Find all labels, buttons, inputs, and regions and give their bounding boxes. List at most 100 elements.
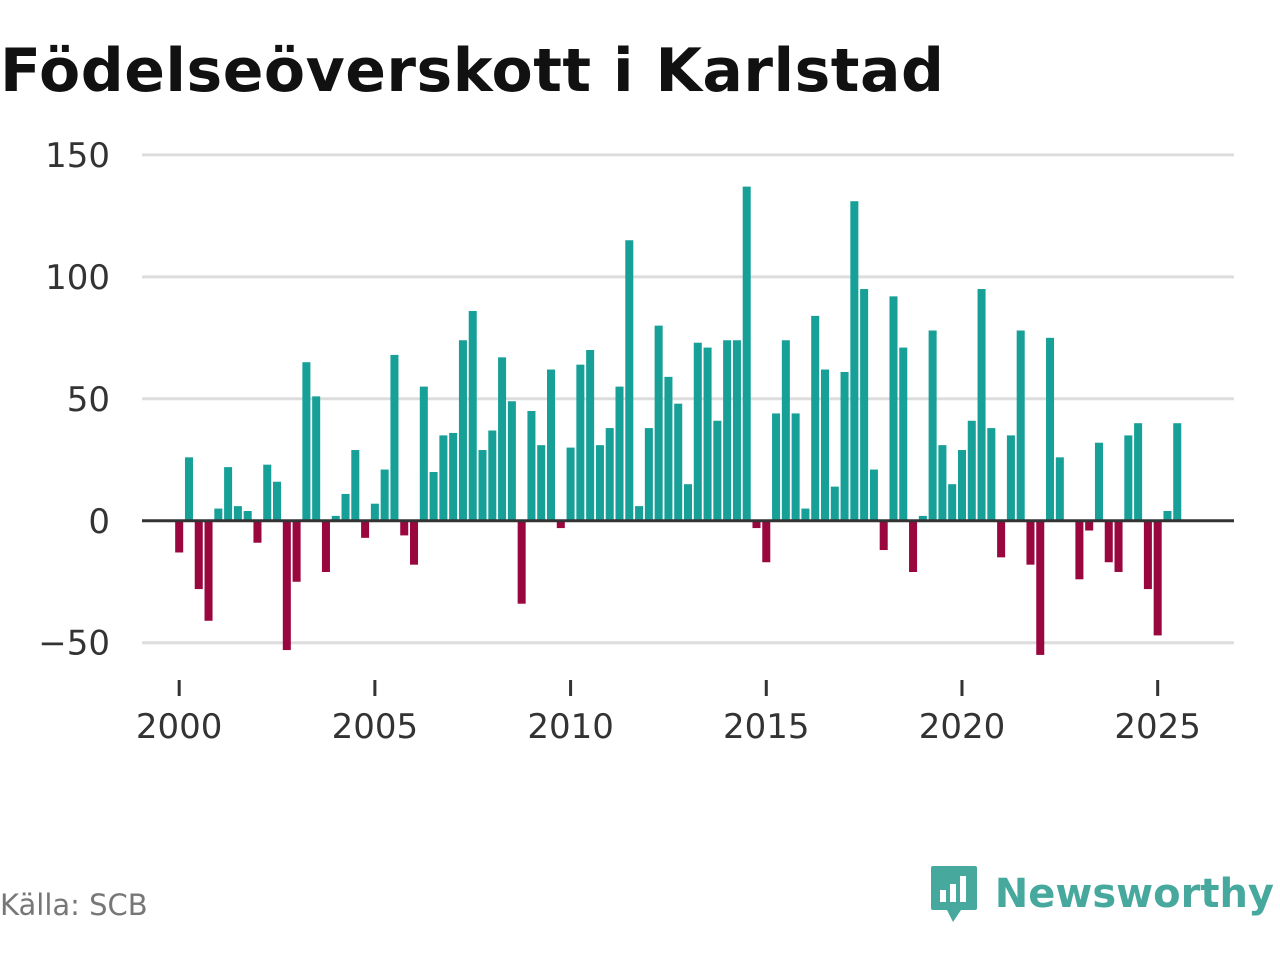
bar <box>762 520 771 563</box>
bar <box>840 371 849 521</box>
bar <box>527 411 536 521</box>
bar <box>1124 435 1133 521</box>
bar <box>556 520 565 529</box>
bar <box>449 432 458 521</box>
bar <box>253 520 262 543</box>
bar <box>879 520 888 551</box>
bar <box>1114 520 1123 572</box>
gridlines <box>142 153 1234 645</box>
bar <box>243 511 252 521</box>
bar <box>214 508 223 521</box>
y-tick-label: 50 <box>67 380 110 420</box>
bar <box>1036 520 1045 655</box>
bar <box>693 342 702 521</box>
bar <box>625 240 634 521</box>
bar <box>1094 442 1103 521</box>
bar <box>458 340 467 521</box>
bar <box>899 347 908 521</box>
bar <box>507 401 516 521</box>
bar <box>1046 337 1055 521</box>
bar <box>1085 520 1094 531</box>
bar <box>400 520 409 536</box>
bar <box>635 506 644 521</box>
x-tick-label: 2015 <box>723 707 810 747</box>
bar <box>282 520 291 651</box>
brand-logo: Newsworthy <box>929 864 1274 924</box>
bar <box>683 484 693 521</box>
bar <box>488 430 497 521</box>
y-tick-label: 0 <box>88 502 110 542</box>
bar <box>1153 520 1162 636</box>
bar <box>674 403 683 521</box>
bar <box>517 520 526 604</box>
bar <box>723 340 732 521</box>
x-tick-label: 2020 <box>919 707 1006 747</box>
bar <box>292 520 301 582</box>
bar <box>654 325 663 521</box>
source-note: Källa: SCB <box>0 888 148 922</box>
bar <box>1016 330 1025 521</box>
bar <box>997 520 1006 558</box>
bar <box>321 520 330 572</box>
bar <box>703 347 712 521</box>
bar <box>1006 435 1015 521</box>
bar <box>184 457 193 521</box>
bar <box>869 469 878 521</box>
bar <box>312 396 321 521</box>
bar <box>331 515 340 521</box>
bar <box>204 520 213 621</box>
bar <box>801 508 810 521</box>
bars <box>175 186 1182 655</box>
bar <box>732 340 741 521</box>
x-tick-label: 2010 <box>527 707 614 747</box>
bar <box>233 506 242 521</box>
bar <box>390 354 399 521</box>
bar <box>429 471 438 521</box>
bar <box>967 420 976 521</box>
bar <box>1143 520 1152 590</box>
axes: −50 0 50 100 150 2000 2005 2010 2015 2020 2025 <box>38 136 1234 747</box>
bar <box>194 520 203 590</box>
bar <box>537 445 546 521</box>
bar <box>957 450 966 521</box>
bar <box>361 520 370 538</box>
bar <box>1075 520 1084 580</box>
bar <box>566 447 575 521</box>
x-tick-label: 2000 <box>136 707 223 747</box>
bar <box>351 450 360 521</box>
bar <box>1173 423 1182 521</box>
bar <box>273 481 282 521</box>
bar <box>938 445 947 521</box>
bar <box>772 413 781 521</box>
bar <box>820 369 830 521</box>
y-tick-label: 100 <box>45 258 110 298</box>
bar <box>909 520 918 572</box>
bar <box>664 376 673 521</box>
bar <box>175 520 184 553</box>
bar <box>576 364 585 521</box>
bar <box>781 340 790 521</box>
bar <box>889 296 898 521</box>
bar <box>419 386 428 521</box>
x-tick-label: 2025 <box>1114 707 1201 747</box>
bar <box>791 413 800 521</box>
bar <box>586 350 595 521</box>
bar <box>341 493 350 521</box>
bar <box>948 484 957 521</box>
bar <box>850 201 859 521</box>
bar <box>1055 457 1064 521</box>
bar <box>1163 511 1172 521</box>
bar <box>263 464 272 521</box>
y-tick-label: −50 <box>38 624 110 664</box>
bar <box>830 486 839 521</box>
bar <box>713 420 722 521</box>
bar <box>928 330 937 521</box>
bar <box>595 445 604 521</box>
bar <box>478 450 487 521</box>
bar <box>742 186 751 521</box>
bar <box>370 503 379 521</box>
bar <box>498 357 507 521</box>
bar <box>644 428 653 521</box>
bar <box>752 520 761 529</box>
